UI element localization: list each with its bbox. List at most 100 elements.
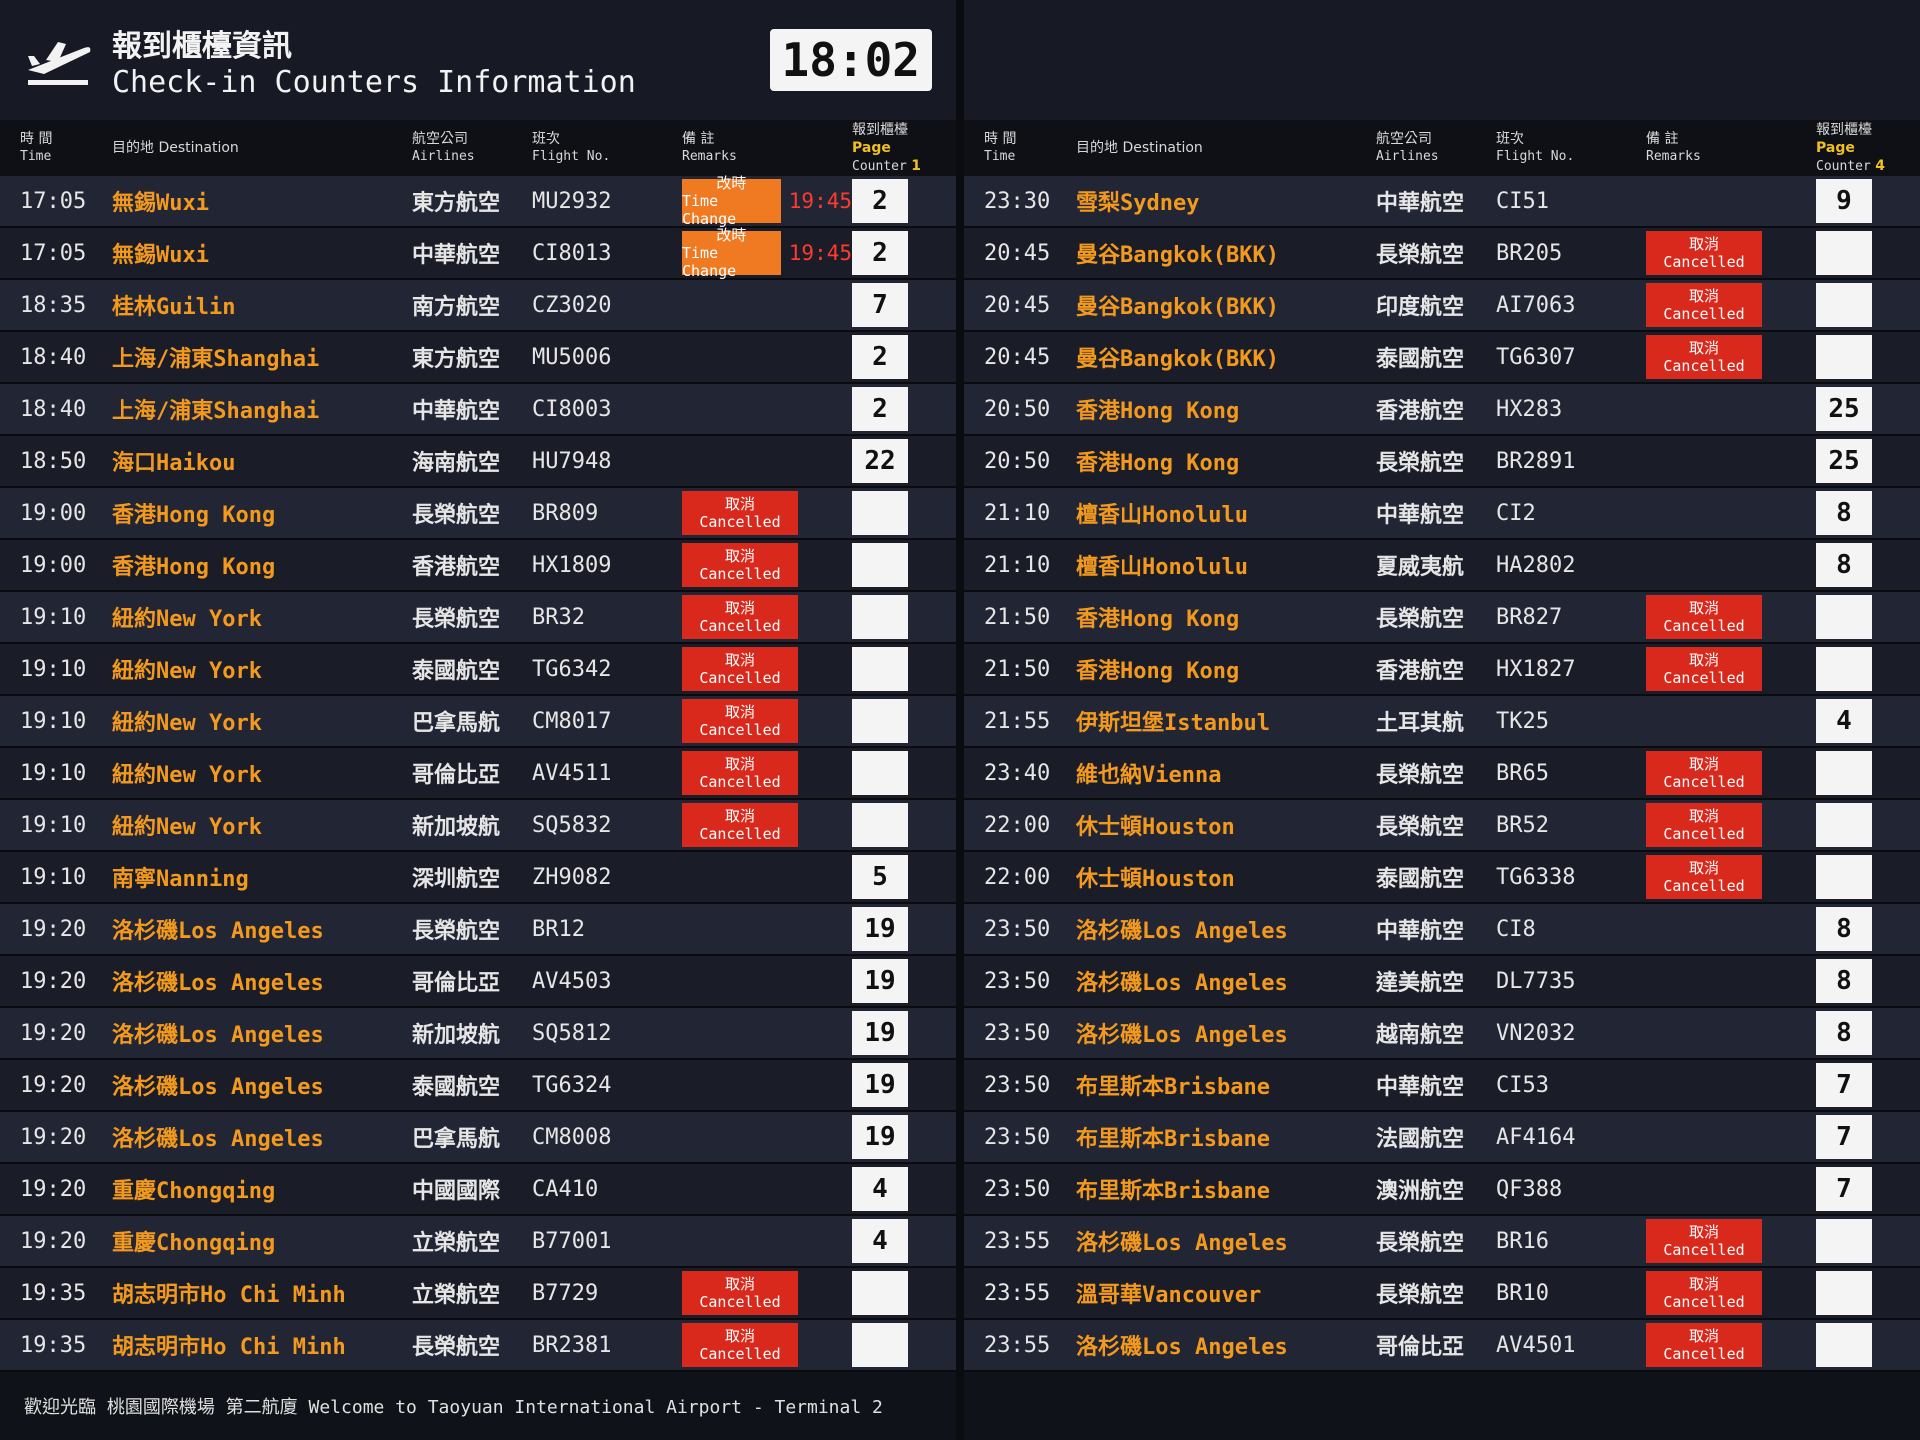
destination: 洛杉磯Los Angeles xyxy=(112,1127,324,1152)
flight-number: AV4501 xyxy=(1496,1332,1576,1358)
col-time-en: Time xyxy=(984,149,1016,164)
col-remarks-zh: 備 註 xyxy=(682,131,715,147)
airline: 海南航空 xyxy=(412,451,501,476)
counter-cell: 7 xyxy=(1816,1063,1900,1107)
time: 23:50 xyxy=(984,1176,1051,1202)
remark-zh: 取消 xyxy=(1688,1275,1719,1293)
flight-number: BR205 xyxy=(1496,240,1563,266)
counter-empty xyxy=(1816,335,1872,379)
remark-en: Cancelled xyxy=(1663,1293,1745,1311)
flight-row: 23:50 洛杉磯Los Angeles 越南航空 VN2032 8 xyxy=(964,1008,1920,1060)
flight-row: 23:55 洛杉磯Los Angeles 哥倫比亞 AV4501 取消 Cancelled xyxy=(964,1320,1920,1372)
flight-number: QF388 xyxy=(1496,1176,1563,1202)
counter-cell: 7 xyxy=(852,283,936,327)
counter: 22 xyxy=(852,439,908,483)
counter-cell: 19 xyxy=(852,907,936,951)
col-flight-en: Flight No. xyxy=(532,149,611,164)
airline: 達美航空 xyxy=(1376,971,1465,996)
counter-cell: 22 xyxy=(852,439,936,483)
destination: 曼谷Bangkok(BKK) xyxy=(1076,295,1279,320)
counter-cell: 19 xyxy=(852,1115,936,1159)
flight-row: 23:55 溫哥華Vancouver 長榮航空 BR10 取消 Cancelled xyxy=(964,1268,1920,1320)
counter-cell xyxy=(852,1271,936,1315)
remark-cell: 取消 Cancelled xyxy=(1646,647,1816,691)
flight-row: 19:20 重慶Chongqing 立榮航空 B77001 4 xyxy=(0,1216,956,1268)
remark-zh: 取消 xyxy=(724,755,755,773)
remark-cell: 取消 Cancelled xyxy=(1646,1219,1816,1263)
airline: 香港航空 xyxy=(412,555,501,580)
counter: 2 xyxy=(852,335,908,379)
flight-row: 23:50 布里斯本Brisbane 中華航空 CI53 7 xyxy=(964,1060,1920,1112)
rows: 23:30 雪梨Sydney 中華航空 CI51 9 20:45 曼谷Bangkok(BKK… xyxy=(964,176,1920,1372)
airline: 新加坡航 xyxy=(412,1023,501,1048)
counter-empty xyxy=(1816,595,1872,639)
column-header: 時 間 Time 目的地 Destination 航空公司 Airlines 班次 Flig… xyxy=(0,120,956,176)
flight-row: 23:30 雪梨Sydney 中華航空 CI51 9 xyxy=(964,176,1920,228)
destination: 曼谷Bangkok(BKK) xyxy=(1076,243,1279,268)
destination: 重慶Chongqing xyxy=(112,1231,276,1256)
airline: 越南航空 xyxy=(1376,1023,1465,1048)
counter-cell xyxy=(852,751,936,795)
time: 23:50 xyxy=(984,916,1051,942)
flight-row: 20:50 香港Hong Kong 長榮航空 BR2891 25 xyxy=(964,436,1920,488)
remark-cell: 取消 Cancelled xyxy=(1646,335,1816,379)
destination: 休士頓Houston xyxy=(1076,815,1235,840)
counter-cell: 2 xyxy=(852,335,936,379)
destination: 檀香山Honolulu xyxy=(1076,555,1248,580)
time: 23:55 xyxy=(984,1332,1051,1358)
airline: 立榮航空 xyxy=(412,1231,501,1256)
flight-row: 18:40 上海/浦東Shanghai 東方航空 MU5006 2 xyxy=(0,332,956,384)
counter-empty xyxy=(852,543,908,587)
plane-icon xyxy=(28,42,91,85)
counter-empty xyxy=(1816,647,1872,691)
flight-number: HX283 xyxy=(1496,396,1563,422)
counter-cell: 7 xyxy=(1816,1167,1900,1211)
flight-row: 18:35 桂林Guilin 南方航空 CZ3020 7 xyxy=(0,280,956,332)
flight-number: BR65 xyxy=(1496,760,1549,786)
remark-badge: 取消 Cancelled xyxy=(682,647,798,691)
flight-row: 17:05 無錫Wuxi 東方航空 MU2932 改時 Time Change 19:45 2 xyxy=(0,174,956,228)
counter-cell xyxy=(852,595,936,639)
remark-badge: 取消 Cancelled xyxy=(1646,335,1762,379)
flight-row: 18:50 海口Haikou 海南航空 HU7948 22 xyxy=(0,436,956,488)
destination: 胡志明市Ho Chi Minh xyxy=(112,1283,346,1308)
counter: 19 xyxy=(852,1063,908,1107)
counter: 8 xyxy=(1816,491,1872,535)
col-remarks: 備 註 Remarks xyxy=(682,130,852,166)
remark-badge: 改時 Time Change xyxy=(682,174,781,228)
flight-row: 23:50 洛杉磯Los Angeles 達美航空 DL7735 8 xyxy=(964,956,1920,1008)
destination: 洛杉磯Los Angeles xyxy=(1076,971,1288,996)
airline: 法國航空 xyxy=(1376,1127,1465,1152)
airline: 中國國際 xyxy=(412,1179,501,1204)
remark-zh: 改時 xyxy=(716,226,747,244)
destination: 紐約New York xyxy=(112,711,262,736)
time: 19:20 xyxy=(20,1176,87,1202)
flight-number: BR52 xyxy=(1496,812,1549,838)
counter-cell: 19 xyxy=(852,959,936,1003)
flight-number: HU7948 xyxy=(532,448,612,474)
destination: 雪梨Sydney xyxy=(1076,191,1200,216)
flight-row: 21:50 香港Hong Kong 香港航空 HX1827 取消 Cancelled xyxy=(964,644,1920,696)
remark-zh: 取消 xyxy=(724,1327,755,1345)
title-zh: 報到櫃檯資訊 xyxy=(112,28,292,64)
destination: 洛杉磯Los Angeles xyxy=(112,1075,324,1100)
time: 19:20 xyxy=(20,1072,87,1098)
time: 23:30 xyxy=(984,188,1051,214)
counter-empty xyxy=(1816,1271,1872,1315)
remark-en: Cancelled xyxy=(699,513,781,531)
counter: 4 xyxy=(852,1167,908,1211)
remark-badge: 取消 Cancelled xyxy=(682,751,798,795)
counter-cell xyxy=(852,803,936,847)
time: 21:10 xyxy=(984,552,1051,578)
col-flight-zh: 班次 xyxy=(1496,131,1524,147)
remark-badge: 取消 Cancelled xyxy=(682,803,798,847)
destination: 胡志明市Ho Chi Minh xyxy=(112,1335,346,1360)
counter: 19 xyxy=(852,959,908,1003)
page-number: 4 xyxy=(1875,157,1885,174)
flight-number: BR32 xyxy=(532,604,585,630)
remark-cell: 改時 Time Change 19:45 xyxy=(682,174,852,228)
remark-en: Cancelled xyxy=(1663,305,1745,323)
remark-en: Cancelled xyxy=(699,669,781,687)
col-destination: 目的地 Destination xyxy=(112,140,239,156)
counter-cell xyxy=(1816,595,1900,639)
